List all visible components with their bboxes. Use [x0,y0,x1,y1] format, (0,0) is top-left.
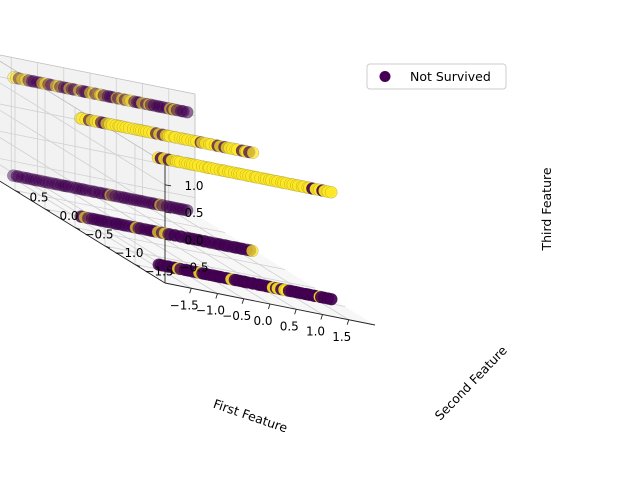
point-survived [10,71,23,85]
point-not-survived [21,172,34,185]
point-not-survived [55,179,68,192]
point-survived [49,79,62,93]
z-tick-mark [164,266,172,269]
gridline-floor-y [74,227,286,270]
point-survived [7,71,20,84]
gridline-wall-z [0,82,166,186]
x-tick-mark [189,288,192,294]
point-not-survived [12,170,25,183]
tick-labels: 1.51.00.50.0−0.5−1.0−1.5−1.5−1.0−0.50.00… [14,179,351,344]
y-tick-mark [134,264,141,267]
point-not-survived [24,172,38,186]
point-not-survived [58,179,71,192]
gridline-wall-z [0,164,166,267]
pane-back-left [0,55,195,214]
y-tick-mark [74,227,81,230]
gridline-wall-z [0,158,196,199]
pane-edge [0,54,196,95]
point-not-survived [22,74,35,87]
point-not-survived [12,72,26,85]
gridline-floor-y [104,245,316,289]
y-tick-mark [14,190,21,193]
point-not-survived [27,75,41,88]
z-tick-label: −0.5 [179,261,208,275]
x-axis-label: First Feature [211,396,289,436]
x-tick-mark [320,314,323,320]
legend-marker-not-survived [379,71,391,82]
point-not-survived [42,78,55,91]
point-not-survived [54,80,67,93]
point-not-survived [181,204,194,217]
point-not-survived [31,76,44,89]
y-tick-label: −1.0 [114,246,143,260]
x-tick-label: 1.5 [332,330,351,344]
legend-box [366,63,507,90]
point-not-survived [46,177,59,190]
point-survived [35,77,49,90]
gridline-wall-z [0,109,166,213]
legend-label-not-survived: Not Survived [410,69,491,84]
point-survived [38,77,52,90]
point-not-survived [45,78,58,92]
z-tick-label: 1.0 [184,179,203,193]
x-tick-label: 1.0 [306,325,325,339]
point-not-survived [33,174,46,187]
x-tick-label: −1.0 [196,304,225,318]
point-not-survived [36,175,50,188]
x-tick-label: −1.5 [170,298,199,312]
point-survived [246,244,259,258]
point-survived [15,72,29,86]
z-tick-mark [164,184,172,187]
legend: Not Survived [366,63,507,90]
point-not-survived [181,106,194,119]
x-tick-mark [294,309,297,315]
z-tick-label: 0.5 [184,206,203,220]
point-survived [51,80,65,93]
x-tick-mark [215,293,218,299]
point-not-survived [39,175,52,189]
y-tick-label: −1.5 [144,265,173,279]
z-tick-mark [164,238,172,241]
point-not-survived [60,81,73,95]
x-tick-mark [267,303,271,310]
point-not-survived [27,173,41,186]
point-survived [325,186,338,199]
point-not-survived [7,169,20,182]
point-not-survived [10,170,24,183]
point-not-survived [49,177,62,191]
x-tick-label: 0.5 [280,319,299,333]
point-not-survived [57,81,71,94]
y-tick-label: −0.5 [84,228,113,242]
point-not-survived [19,171,32,185]
y-tick-mark [104,245,111,249]
z-axis-label: Third Feature [539,167,554,251]
y-tick-mark [44,208,51,212]
point-not-survived [51,178,64,191]
y-axis-label: Second Feature [432,342,511,423]
z-tick-mark [164,211,172,214]
data-points [7,71,338,306]
point-not-survived [16,171,29,184]
x-tick-mark [346,319,350,325]
x-tick-mark [241,298,245,304]
point-not-survived [26,75,39,88]
point-not-survived [34,76,47,89]
pane-edge [0,60,166,164]
y-tick-label: 0.5 [29,191,48,205]
point-not-survived [30,174,43,187]
point-not-survived [42,176,55,189]
point-survived [19,73,32,87]
x-tick-label: −0.5 [222,309,251,323]
z-tick-label: 0.0 [184,233,203,247]
y-tick-label: 0.0 [59,209,78,223]
point-not-survived [325,293,338,306]
point-survived [246,146,260,159]
x-tick-label: 0.0 [253,314,272,328]
